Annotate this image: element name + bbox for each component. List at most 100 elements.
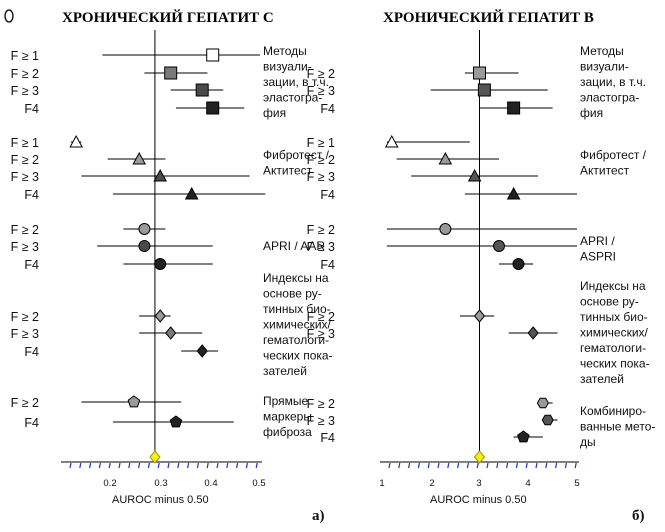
panel-1-group-label-line: химических/ [263,318,332,332]
panel-1-minor-tick [69,462,72,469]
panel-1-group-label-line: маркеры [263,410,312,424]
panel-1-group-label-line: Прямые [263,394,309,408]
panel-1-row-label: F ≥ 2 [11,67,39,81]
panel-2-minor-tick [427,462,430,469]
panel-2-group-label-line: Методы [580,44,624,58]
panel-1-point-estimate [165,326,177,340]
panel-1-group-label-line: гематологи- [263,333,329,347]
panel-2-minor-tick [408,462,411,469]
panel-2-row-label: F ≥ 3 [307,327,335,341]
panel-1-group-label-line: эластогра- [263,91,322,105]
panel-1-x-tick-label: 0.3 [154,478,167,489]
panel-1-group-label-line: тинных био- [263,302,331,316]
panel-2-x-axis-label: AUROC minus 0.50 [430,494,527,506]
panel-1-row-label: F ≥ 3 [11,170,39,184]
panel-2-row-label: F4 [320,431,335,445]
panel-2-group-label: Комбиниро-ванные мето-ды [580,404,655,449]
panel-1-group-label-line: Фибротест / [263,148,330,162]
panel-1-minor-tick [138,462,141,469]
panel-1-x-tick-label: 0.5 [252,478,265,489]
panel-1-minor-tick [128,462,131,469]
panel-2-minor-tick [545,462,548,469]
panel-1-minor-tick [226,462,229,469]
panel-2-row-label: F4 [320,258,335,272]
panel-1-row-label: F ≥ 3 [11,240,39,254]
panel-1-row-label: F4 [24,258,39,272]
panel-2-minor-tick [496,462,499,469]
panel-1-row-label: F ≥ 2 [11,396,39,410]
panel-1-point-estimate [164,66,178,80]
panel-1-row-label: F4 [24,416,39,430]
panel-2-row-label: F ≥ 2 [307,67,335,81]
panel-1-title: ХРОНИЧЕСКИЙ ГЕПАТИТ С [62,9,274,26]
panel-1-group-label-line: зации, в т.ч. [263,75,329,89]
panel-2-group-label-line: зации, в т.ч. [580,75,646,89]
panel-1-group-label: Методы визуали-зации, в т.ч. эластогра-фия [263,44,329,120]
panel-2-x-tick-label: 3 [476,478,481,489]
panel-2-minor-tick [535,462,538,469]
panel-1-minor-tick [98,462,101,469]
panel-1-group-label-line: ческих пока- [263,349,333,363]
panel-1-group-label: Фибротест / Актитест [263,148,330,178]
panel-2-minor-tick [555,462,558,469]
panel-1-row-label: F ≥ 2 [11,310,39,324]
panel-1-minor-tick [196,462,199,469]
panel-2-minor-tick [437,462,440,469]
panel-1-group-label-line: зателей [263,364,307,378]
panel-1-group-label: APRI / AAR [263,239,325,253]
panel-1-minor-tick [89,462,92,469]
panel-1-group-label-line: основе ру- [263,287,322,301]
panel-2-group-label-line: визуали- [580,60,629,74]
panel-1-x-tick-label: 0.2 [103,478,116,489]
panel-2-minor-tick [388,462,391,469]
panel-1-point-estimate [206,48,220,62]
panel-1-x-axis-label: AUROC minus 0.50 [112,494,209,506]
panel-1-minor-tick [118,462,121,469]
panel-2-point-estimate [384,134,399,148]
panel-1-x-tick-label: 0.4 [204,478,217,489]
panel-2-group-label-line: Актитест [580,164,630,178]
panel-2-point-estimate [438,151,453,165]
panel-1-minor-tick [108,462,111,469]
panel-1-group-label-line: Актитест [263,164,313,178]
panel-1-point-estimate [154,258,167,270]
panel-2-row-label: F ≥ 2 [307,223,335,237]
panel-2-point-estimate [536,397,549,409]
panel-2-group-label-line: ды [580,435,596,449]
panel-2-group-label-line: химических/ [580,326,649,340]
panel-2-point-estimate [507,101,521,115]
panel-1-point-estimate [69,134,83,148]
panel-2-row-label: F4 [320,102,335,116]
panel-2-point-estimate [477,83,491,97]
panel-1-row-label: F ≥ 1 [11,49,39,63]
panel-2-group-label-line: гематологи- [580,341,646,355]
panel-2-point-estimate [506,186,521,200]
panel-1-point-estimate [196,344,208,358]
corner-circle-icon [4,9,14,23]
panel-1-row-label: F4 [24,102,39,116]
panel-2-minor-tick [515,462,518,469]
panel-1-summary-diamond [149,450,161,464]
panel-2-group-label: Методы визуали-зации, в т.ч. эластогра-фия [580,44,646,120]
panel-1-point-estimate [195,83,209,97]
panel-1-point-estimate [153,168,168,182]
panel-1-point-estimate [169,415,183,428]
panel-2-group-label-line: ванные мето- [580,420,655,434]
panel-2-group-label-line: ческих пока- [580,357,650,371]
panel-2-row-label: F ≥ 3 [307,84,335,98]
panel-1-minor-tick [147,462,150,469]
panel-2-row-label: F ≥ 1 [307,136,335,150]
panel-1-point-estimate [184,186,199,200]
panel-1-row-label: F ≥ 1 [11,136,39,150]
panel-2-group-label-line: тинных био- [580,310,648,324]
panel-2-summary-diamond [473,450,486,464]
panel-1-group-label-line: фия [263,106,286,120]
panel-2-group-label: APRI / ASPRI [580,234,616,264]
panel-1-minor-tick [206,462,209,469]
panel-2-minor-tick [486,462,489,469]
panel-1-row-label: F4 [24,188,39,202]
panel-2-minor-tick [476,462,479,469]
panel-2-point-estimate [439,223,452,235]
panel-2-group-label-line: зателей [580,372,624,386]
